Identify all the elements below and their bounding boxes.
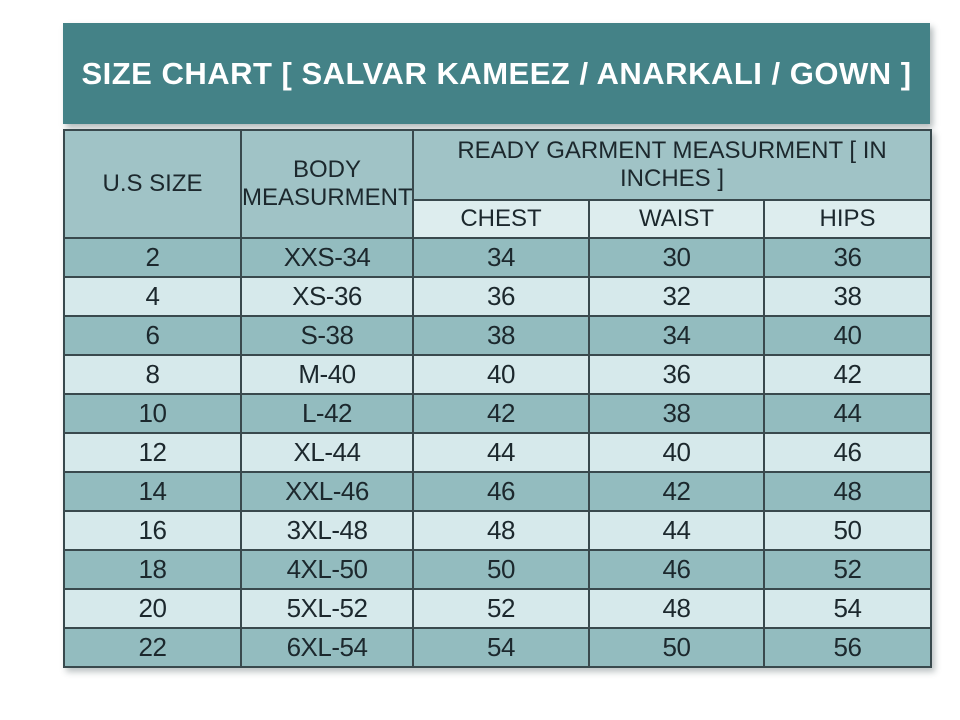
table-cell: M-40 [240, 354, 414, 395]
table-row: 20 5XL-52 52 48 54 [63, 588, 933, 629]
table-cell: 42 [762, 354, 933, 395]
table-cell: 10 [63, 393, 242, 434]
table-cell: 48 [762, 471, 933, 512]
table-cell: 12 [63, 432, 242, 473]
table-cell: S-38 [240, 315, 414, 356]
table-row: 16 3XL-48 48 44 50 [63, 510, 933, 551]
table-cell: L-42 [240, 393, 414, 434]
table-cell: 14 [63, 471, 242, 512]
table-subheader-row: CHEST WAIST HIPS [64, 199, 933, 239]
size-chart-title-banner: SIZE CHART [ SALVAR KAMEEZ / ANARKALI / … [63, 23, 930, 124]
table-cell: XL-44 [240, 432, 414, 473]
table-cell: 42 [412, 393, 590, 434]
table-cell: 40 [762, 315, 933, 356]
table-cell: 42 [588, 471, 765, 512]
table-cell: 48 [412, 510, 590, 551]
table-cell: 48 [588, 588, 765, 629]
table-row: 10 L-42 42 38 44 [63, 393, 933, 434]
column-group-header-ready-garment: READY GARMENT MEASURMENT [ IN INCHES ] [411, 129, 933, 201]
table-cell: XS-36 [240, 276, 414, 317]
size-chart-table: U.S SIZE BODY MEASURMENT READY GARMENT M… [63, 129, 933, 668]
table-header-row: U.S SIZE BODY MEASURMENT READY GARMENT M… [63, 129, 933, 239]
table-row: 2 XXS-34 34 30 36 [63, 237, 933, 278]
table-cell: 4 [63, 276, 242, 317]
table-cell: 34 [412, 237, 590, 278]
table-cell: 22 [63, 627, 242, 668]
table-cell: 40 [588, 432, 765, 473]
table-row: 18 4XL-50 50 46 52 [63, 549, 933, 590]
table-cell: 40 [412, 354, 590, 395]
table-cell: 6 [63, 315, 242, 356]
table-row: 4 XS-36 36 32 38 [63, 276, 933, 317]
table-cell: 5XL-52 [240, 588, 414, 629]
table-cell: 8 [63, 354, 242, 395]
table-row: 12 XL-44 44 40 46 [63, 432, 933, 473]
column-header-waist: WAIST [588, 199, 765, 239]
column-header-chest: CHEST [412, 199, 590, 239]
table-cell: 18 [63, 549, 242, 590]
table-cell: 44 [412, 432, 590, 473]
table-cell: 4XL-50 [240, 549, 414, 590]
table-cell: 38 [588, 393, 765, 434]
table-cell: 56 [762, 627, 933, 668]
table-cell: 6XL-54 [240, 627, 414, 668]
table-cell: 50 [762, 510, 933, 551]
table-cell: 54 [762, 588, 933, 629]
table-cell: 3XL-48 [240, 510, 414, 551]
table-cell: XXL-46 [240, 471, 414, 512]
table-cell: 52 [762, 549, 933, 590]
table-cell: 36 [588, 354, 765, 395]
column-header-hips: HIPS [762, 199, 933, 239]
table-cell: 54 [412, 627, 590, 668]
table-cell: 46 [412, 471, 590, 512]
table-cell: 36 [412, 276, 590, 317]
table-cell: 2 [63, 237, 242, 278]
table-cell: 30 [588, 237, 765, 278]
column-header-us-size: U.S SIZE [63, 129, 242, 239]
table-cell: 46 [762, 432, 933, 473]
table-cell: 38 [762, 276, 933, 317]
table-cell: 44 [762, 393, 933, 434]
page-title: SIZE CHART [ SALVAR KAMEEZ / ANARKALI / … [81, 55, 912, 91]
table-cell: 50 [588, 627, 765, 668]
table-cell: 34 [588, 315, 765, 356]
table-row: 6 S-38 38 34 40 [63, 315, 933, 356]
table-cell: 52 [412, 588, 590, 629]
table-row: 8 M-40 40 36 42 [63, 354, 933, 395]
column-header-body-measurment: BODY MEASURMENT [240, 129, 414, 239]
table-cell: 50 [412, 549, 590, 590]
table-row: 22 6XL-54 54 50 56 [63, 627, 933, 668]
table-cell: 46 [588, 549, 765, 590]
table-cell: 20 [63, 588, 242, 629]
table-cell: 16 [63, 510, 242, 551]
table-cell: XXS-34 [240, 237, 414, 278]
table-cell: 38 [412, 315, 590, 356]
table-cell: 44 [588, 510, 765, 551]
table-row: 14 XXL-46 46 42 48 [63, 471, 933, 512]
table-cell: 32 [588, 276, 765, 317]
table-cell: 36 [762, 237, 933, 278]
